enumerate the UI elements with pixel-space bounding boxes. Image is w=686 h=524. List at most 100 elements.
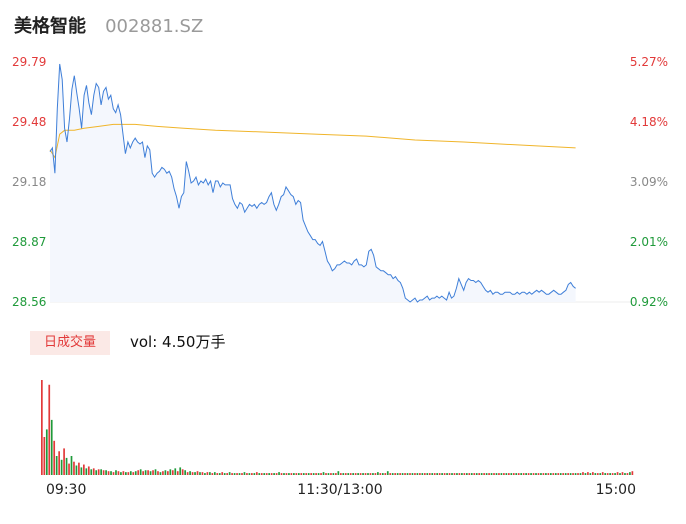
volume-bar bbox=[520, 473, 523, 475]
volume-bar bbox=[545, 473, 547, 475]
volume-bar bbox=[517, 473, 520, 475]
volume-bar bbox=[115, 470, 117, 475]
volume-bar bbox=[231, 473, 233, 475]
volume-bar bbox=[577, 473, 579, 475]
y-tick-price: 28.87 bbox=[12, 235, 47, 249]
volume-bar bbox=[606, 473, 609, 475]
volume-bar bbox=[226, 473, 229, 475]
volume-bar bbox=[171, 470, 174, 475]
volume-bar bbox=[85, 468, 88, 475]
chart-header: 美格智能 002881.SZ bbox=[14, 12, 203, 40]
stock-code: 002881.SZ bbox=[105, 16, 204, 37]
volume-bar bbox=[525, 473, 527, 475]
volume-bar bbox=[386, 471, 389, 475]
volume-bar bbox=[359, 473, 362, 475]
volume-bar bbox=[342, 473, 345, 475]
volume-bar bbox=[594, 473, 597, 475]
volume-bar bbox=[139, 469, 142, 475]
volume-bar bbox=[374, 473, 377, 475]
volume-bar bbox=[587, 472, 589, 475]
volume-bar bbox=[527, 473, 530, 475]
volume-bar bbox=[589, 473, 592, 475]
volume-bar bbox=[307, 473, 310, 475]
volume-bar bbox=[456, 473, 458, 475]
volume-bar bbox=[278, 472, 280, 475]
volume-bar bbox=[549, 473, 552, 475]
volume-bar bbox=[78, 462, 80, 475]
volume-bar bbox=[352, 473, 355, 475]
volume-bar bbox=[280, 473, 283, 475]
volume-bar bbox=[461, 473, 463, 475]
volume-bar bbox=[485, 473, 488, 475]
volume-bar bbox=[243, 472, 246, 475]
volume-bar bbox=[431, 473, 434, 475]
x-tick-label: 09:30 bbox=[46, 482, 87, 498]
volume-bar bbox=[268, 473, 271, 475]
volume-bar bbox=[209, 472, 211, 475]
volume-bar bbox=[357, 473, 359, 475]
volume-bar bbox=[503, 473, 505, 475]
volume-bar bbox=[105, 470, 107, 475]
volume-bar bbox=[65, 457, 68, 475]
volume-bar bbox=[438, 473, 441, 475]
volume-bar bbox=[70, 456, 73, 475]
volume-bar bbox=[391, 473, 394, 475]
volume-bar bbox=[174, 468, 177, 475]
volume-bar bbox=[253, 473, 256, 475]
volume-bar bbox=[507, 473, 510, 475]
volume-bar bbox=[75, 465, 78, 475]
volume-bar bbox=[629, 472, 631, 475]
volume-bar bbox=[167, 471, 169, 475]
volume-bar bbox=[142, 471, 144, 475]
volume-bar bbox=[63, 448, 65, 475]
volume-bar bbox=[83, 464, 85, 475]
volume-bar bbox=[216, 473, 219, 475]
volume-bar bbox=[609, 473, 611, 475]
volume-bar bbox=[55, 456, 58, 475]
volume-bar bbox=[406, 473, 409, 475]
volume-bar bbox=[43, 437, 46, 475]
volume-bar bbox=[157, 471, 159, 475]
volume-bar bbox=[493, 473, 495, 475]
volume-bar bbox=[132, 472, 135, 475]
volume-bar bbox=[592, 472, 594, 475]
volume-bar bbox=[475, 473, 478, 475]
volume-bar bbox=[320, 473, 322, 475]
volume-bar bbox=[428, 473, 431, 475]
volume-badge[interactable]: 日成交量 bbox=[30, 331, 110, 355]
volume-bar bbox=[221, 472, 224, 475]
volume-bar bbox=[196, 471, 199, 475]
volume-bar bbox=[144, 470, 147, 475]
x-tick-label: 11:30/13:00 bbox=[297, 482, 383, 498]
volume-bar bbox=[505, 473, 508, 475]
volume-bar bbox=[530, 473, 532, 475]
volume-bar bbox=[45, 429, 48, 475]
volume-bar bbox=[60, 459, 63, 475]
volume-bar bbox=[100, 469, 102, 475]
volume-bar bbox=[265, 473, 268, 475]
volume-bars bbox=[41, 380, 634, 475]
volume-bar bbox=[236, 473, 238, 475]
volume-bar bbox=[419, 473, 421, 475]
y-tick-percent: 3.09% bbox=[629, 175, 668, 189]
volume-bar bbox=[68, 463, 70, 475]
volume-bar bbox=[451, 473, 453, 475]
volume-bar bbox=[295, 473, 298, 475]
volume-bar bbox=[290, 473, 293, 475]
volume-bar bbox=[478, 473, 481, 475]
volume-bar bbox=[411, 473, 414, 475]
volume-bar bbox=[199, 472, 201, 475]
volume-bar bbox=[315, 473, 317, 475]
volume-bar bbox=[186, 472, 189, 475]
volume-bar bbox=[433, 473, 436, 475]
volume-bar bbox=[601, 472, 604, 475]
volume-bar bbox=[147, 470, 149, 475]
volume-bar bbox=[335, 473, 337, 475]
volume-bar bbox=[270, 473, 273, 475]
volume-bar bbox=[58, 451, 60, 475]
volume-bar bbox=[409, 473, 411, 475]
volume-bar bbox=[537, 473, 540, 475]
volume-bar bbox=[293, 473, 295, 475]
volume-bar bbox=[616, 472, 619, 475]
volume-bar bbox=[522, 473, 525, 475]
